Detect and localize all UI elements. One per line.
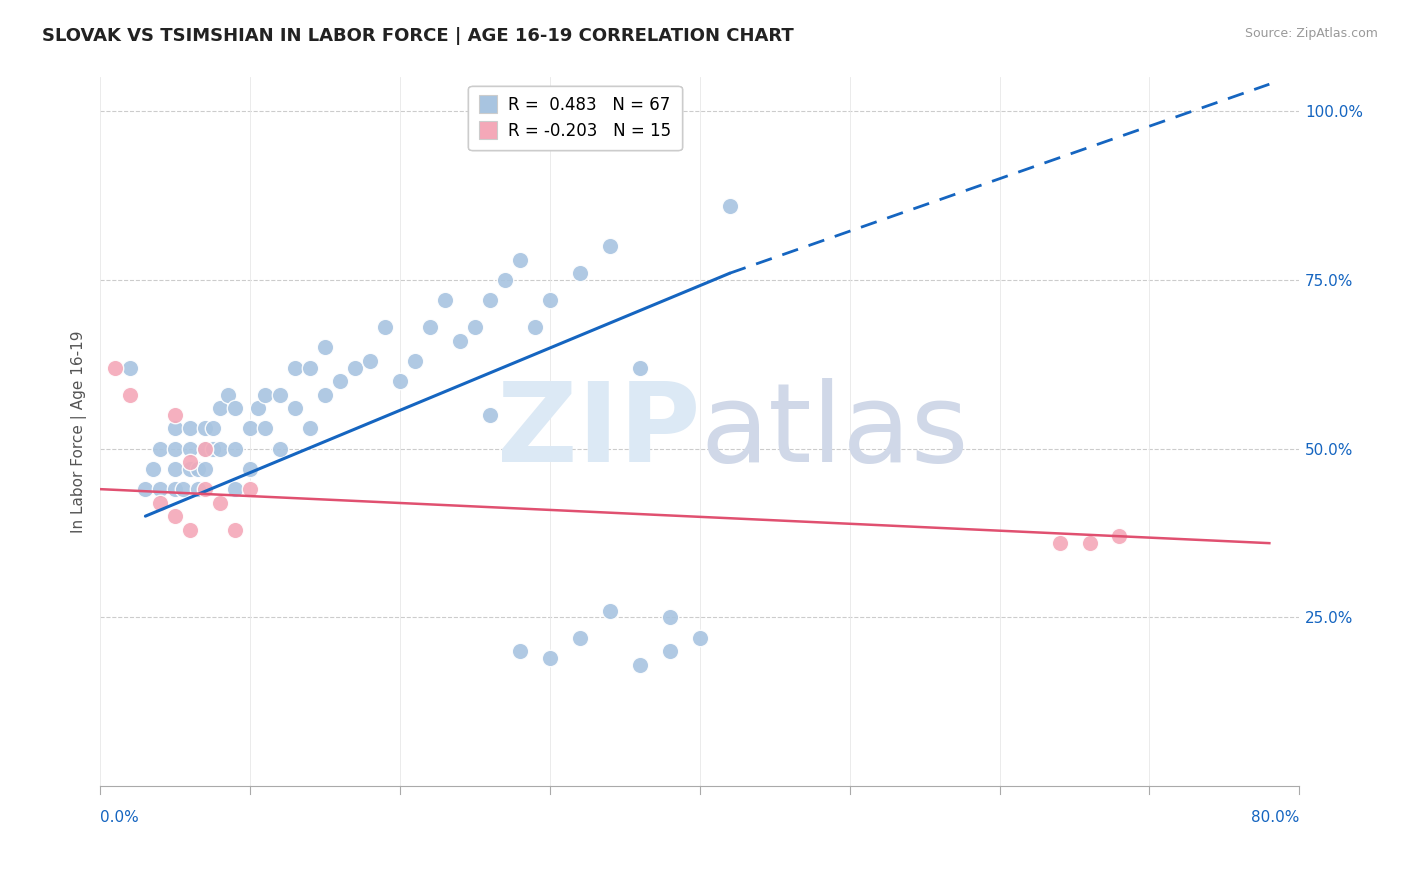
Point [194,442,217,456]
Point [284,401,307,416]
Point [389,374,412,388]
Text: 0.0%: 0.0% [100,810,139,824]
Point [479,408,502,422]
Point [269,442,291,456]
Point [569,631,592,645]
Point [149,496,172,510]
Point [165,482,187,496]
Point [374,320,396,334]
Legend: R =  0.483   N = 67, R = -0.203   N = 15: R = 0.483 N = 67, R = -0.203 N = 15 [468,86,682,150]
Point [179,421,201,435]
Point [209,496,232,510]
Point [314,387,336,401]
Point [217,387,239,401]
Point [187,462,209,476]
Point [201,442,224,456]
Point [179,442,201,456]
Point [149,442,172,456]
Point [479,293,502,308]
Point [224,482,246,496]
Point [209,442,232,456]
Point [329,374,352,388]
Point [494,273,516,287]
Point [209,401,232,416]
Point [599,604,621,618]
Point [1049,536,1071,550]
Point [509,252,531,267]
Point [201,421,224,435]
Point [224,401,246,416]
Point [569,266,592,280]
Point [104,360,127,375]
Text: SLOVAK VS TSIMSHIAN IN LABOR FORCE | AGE 16-19 CORRELATION CHART: SLOVAK VS TSIMSHIAN IN LABOR FORCE | AGE… [42,27,794,45]
Point [165,421,187,435]
Point [658,610,681,624]
Point [689,631,711,645]
Y-axis label: In Labor Force | Age 16-19: In Labor Force | Age 16-19 [72,331,87,533]
Text: atlas: atlas [700,378,969,485]
Text: Source: ZipAtlas.com: Source: ZipAtlas.com [1244,27,1378,40]
Point [658,644,681,658]
Point [194,421,217,435]
Point [434,293,457,308]
Point [718,199,741,213]
Point [246,401,269,416]
Point [149,482,172,496]
Point [464,320,486,334]
Point [165,462,187,476]
Point [599,239,621,253]
Point [314,340,336,354]
Point [299,360,322,375]
Point [142,462,165,476]
Text: 80.0%: 80.0% [1251,810,1299,824]
Point [628,360,651,375]
Point [299,421,322,435]
Point [165,509,187,524]
Point [179,455,201,469]
Point [269,387,291,401]
Point [187,482,209,496]
Point [179,523,201,537]
Point [419,320,441,334]
Point [254,421,277,435]
Point [344,360,367,375]
Point [1078,536,1101,550]
Point [1108,529,1130,543]
Point [524,320,547,334]
Point [120,387,142,401]
Point [239,421,262,435]
Point [194,462,217,476]
Point [239,482,262,496]
Text: ZIP: ZIP [496,378,700,485]
Point [239,462,262,476]
Point [359,354,381,368]
Point [134,482,156,496]
Point [165,408,187,422]
Point [165,442,187,456]
Point [224,442,246,456]
Point [194,442,217,456]
Point [449,334,471,348]
Point [538,651,561,665]
Point [172,482,194,496]
Point [224,523,246,537]
Point [404,354,426,368]
Point [538,293,561,308]
Point [628,657,651,672]
Point [120,360,142,375]
Point [284,360,307,375]
Point [254,387,277,401]
Point [179,462,201,476]
Point [194,482,217,496]
Point [509,644,531,658]
